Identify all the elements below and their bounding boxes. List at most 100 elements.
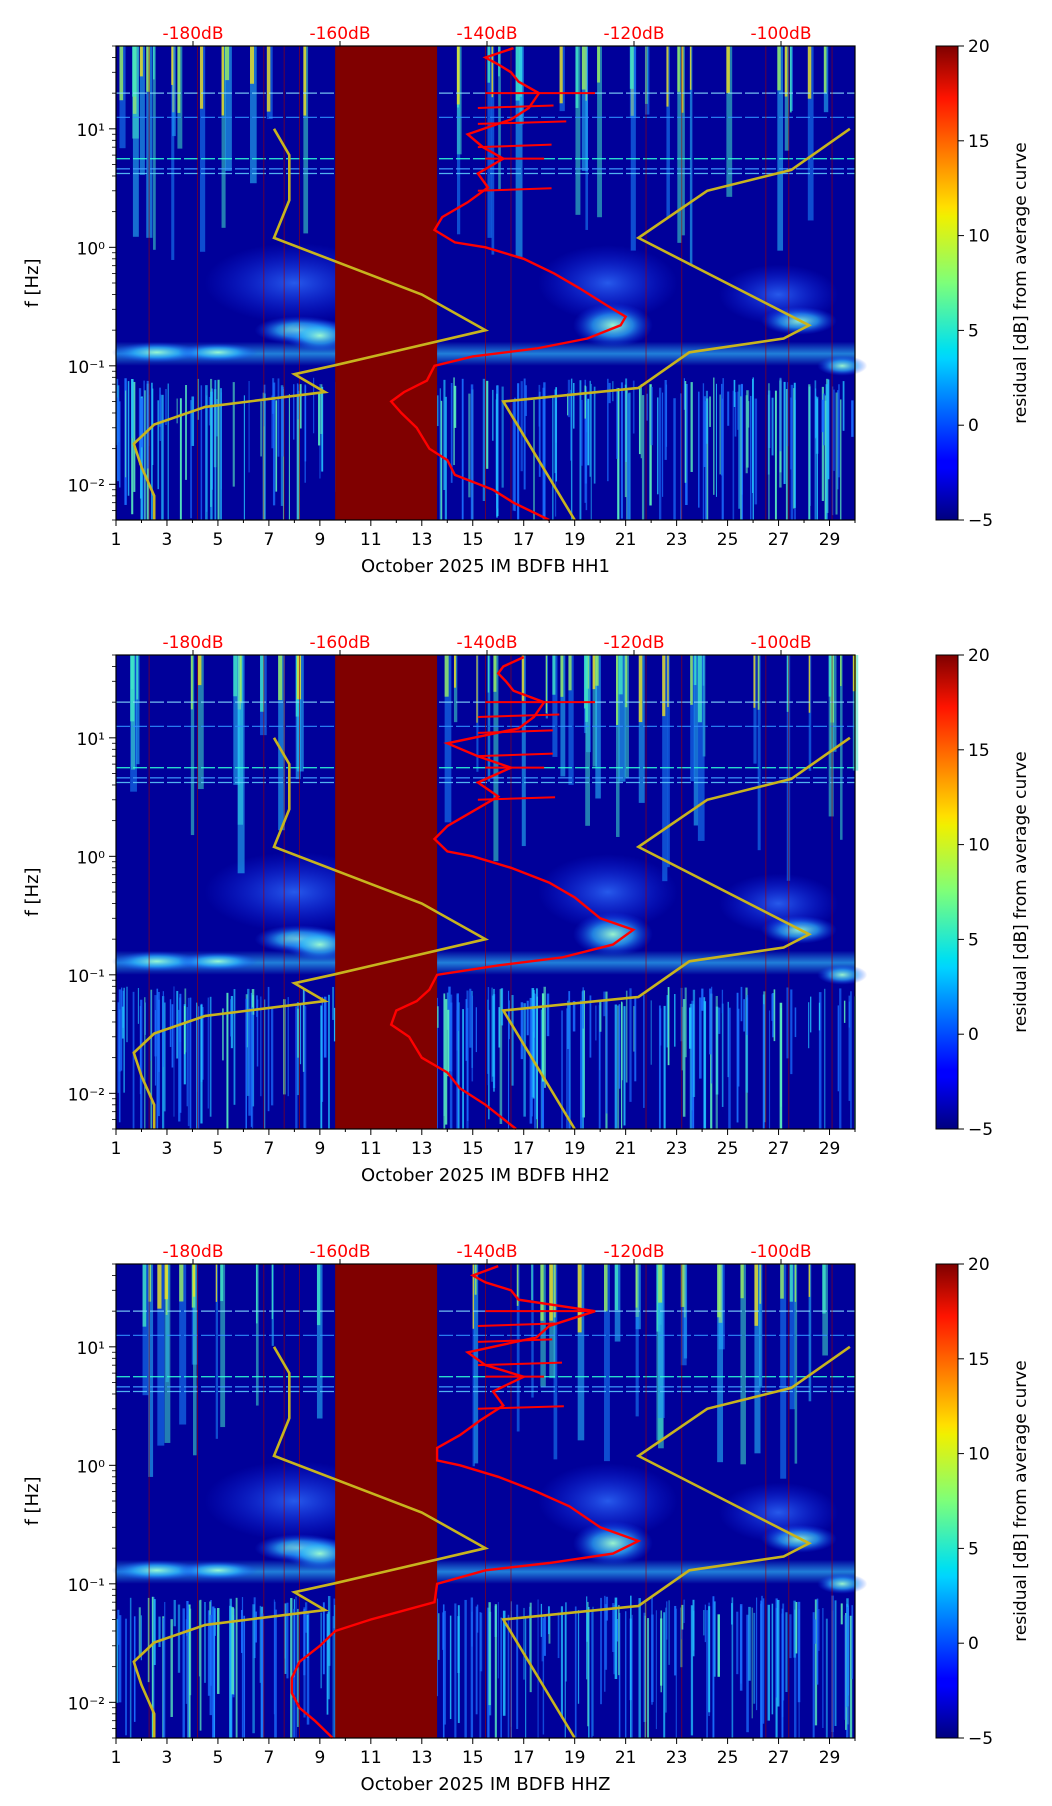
- hf-streak-top: [119, 46, 124, 101]
- spectrogram-streak: [792, 388, 795, 509]
- spectrogram-streak: [532, 990, 535, 1099]
- spectrogram-streak: [717, 1614, 720, 1677]
- spectrogram-streak: [482, 378, 486, 501]
- spectrogram-streak: [772, 993, 774, 1038]
- spectrogram-streak: [293, 384, 295, 440]
- spectrogram-streak: [547, 1606, 550, 1635]
- spectrogram-streak: [119, 401, 121, 488]
- hf-streak-top: [142, 1264, 147, 1327]
- spectrogram-streak: [592, 1606, 594, 1736]
- spectrogram-streak: [529, 1602, 532, 1693]
- spectrogram-streak: [186, 1007, 188, 1107]
- spectrogram-streak: [734, 392, 737, 437]
- spectrogram-streak: [542, 387, 545, 520]
- spectrogram-streak: [586, 1596, 588, 1680]
- spectrogram-streak: [751, 1607, 753, 1719]
- hf-streak-top: [680, 1264, 685, 1307]
- spectrogram-streak: [543, 1616, 546, 1656]
- spectrogram-streak: [709, 396, 711, 427]
- hf-streak-top: [278, 655, 283, 701]
- top-tick-label: -120dB: [603, 633, 664, 653]
- spectrogram-streak: [737, 1008, 740, 1087]
- spectrogram-streak: [771, 397, 774, 456]
- spectrogram-streak: [471, 995, 474, 1082]
- spectrogram-streak: [762, 1598, 765, 1724]
- x-tick-label: 25: [717, 530, 739, 550]
- spectrogram-streak: [582, 987, 585, 1029]
- spectrogram-streak: [690, 382, 693, 472]
- x-tick-label: 1: [111, 1139, 122, 1159]
- spectrogram-streak: [233, 989, 236, 1105]
- hf-streak: [132, 46, 139, 237]
- spectrogram-streak: [554, 389, 556, 474]
- colorbar-tick-label: −5: [968, 511, 993, 531]
- spectrogram-streak: [328, 994, 330, 1129]
- median-psd-jitter: [477, 752, 553, 758]
- y-tick-label: 10⁻²: [68, 1085, 105, 1105]
- spectrogram-streak: [438, 1613, 440, 1660]
- spectrogram-streak: [839, 399, 842, 520]
- spectrogram-streak: [706, 398, 709, 520]
- hf-streak-top: [581, 46, 586, 90]
- spectrogram-streak: [533, 399, 535, 520]
- spectrogram-streak: [260, 401, 262, 457]
- spectrogram-streak: [736, 1611, 739, 1675]
- spectrogram-streak: [173, 1599, 176, 1627]
- spectrogram-streak: [745, 997, 749, 1093]
- spectrogram-streak: [712, 1596, 715, 1738]
- spectrogram-streak: [540, 1603, 543, 1637]
- spectrogram-streak: [572, 1001, 576, 1032]
- spectrogram-streak: [271, 395, 274, 449]
- hf-streak: [142, 1264, 149, 1396]
- hf-streak-top: [807, 46, 812, 99]
- spectrogram-streak: [450, 382, 453, 483]
- hf-streak-top: [474, 1264, 477, 1295]
- spectrogram-streak: [783, 381, 786, 484]
- spectrogram-streak: [692, 1610, 695, 1651]
- hf-streak-top: [472, 1264, 475, 1329]
- spectrogram-streak: [118, 1615, 122, 1703]
- spectrogram-streak: [745, 395, 748, 474]
- hf-streak: [757, 655, 761, 851]
- spectrogram-streak: [447, 1009, 450, 1077]
- spectrogram-streak: [498, 1007, 501, 1048]
- spectrogram-streak: [163, 1002, 166, 1112]
- hf-streak-top: [786, 655, 789, 712]
- x-tick-label: 17: [513, 1748, 535, 1768]
- blob: [817, 355, 868, 376]
- hf-streak-top: [575, 46, 579, 109]
- spectrogram-streak: [657, 397, 659, 495]
- spectrogram-streak: [140, 398, 144, 448]
- spectrogram-streak: [479, 1612, 482, 1738]
- spectrogram-streak: [138, 388, 142, 465]
- spectrogram-streak: [461, 378, 464, 520]
- hf-streak: [753, 655, 757, 764]
- hf-streak-top: [726, 46, 730, 94]
- spectrogram-streak: [771, 1603, 774, 1715]
- spectrogram-streak: [624, 1611, 627, 1738]
- spectrogram-streak: [207, 1610, 211, 1696]
- x-tick-label: 13: [411, 1139, 433, 1159]
- spectrogram-streak: [188, 1608, 192, 1696]
- hf-streak: [531, 1264, 534, 1398]
- top-tick-label: -100dB: [750, 24, 811, 44]
- spectrogram-streak: [131, 379, 134, 439]
- spectrogram-streak: [786, 987, 789, 1059]
- spectrogram-streak: [274, 1609, 277, 1738]
- spectrogram-streak: [589, 380, 591, 477]
- hf-streak-top: [753, 655, 756, 708]
- hf-streak-top: [549, 1264, 553, 1321]
- spectrogram-streak: [833, 389, 835, 471]
- spectrogram-streak: [818, 1002, 821, 1031]
- x-tick-label: 9: [314, 1748, 325, 1768]
- spectrogram-streak: [116, 397, 120, 482]
- spectrogram-streak: [332, 1616, 334, 1738]
- spectrogram-streak: [824, 395, 826, 520]
- hf-streak-top: [221, 46, 224, 116]
- hf-streak-top: [220, 1264, 224, 1302]
- spectrogram-streak: [442, 1604, 445, 1738]
- spectrogram-streak: [721, 989, 724, 1014]
- hf-streak-top: [618, 655, 623, 695]
- spectrogram-streak: [507, 1614, 510, 1738]
